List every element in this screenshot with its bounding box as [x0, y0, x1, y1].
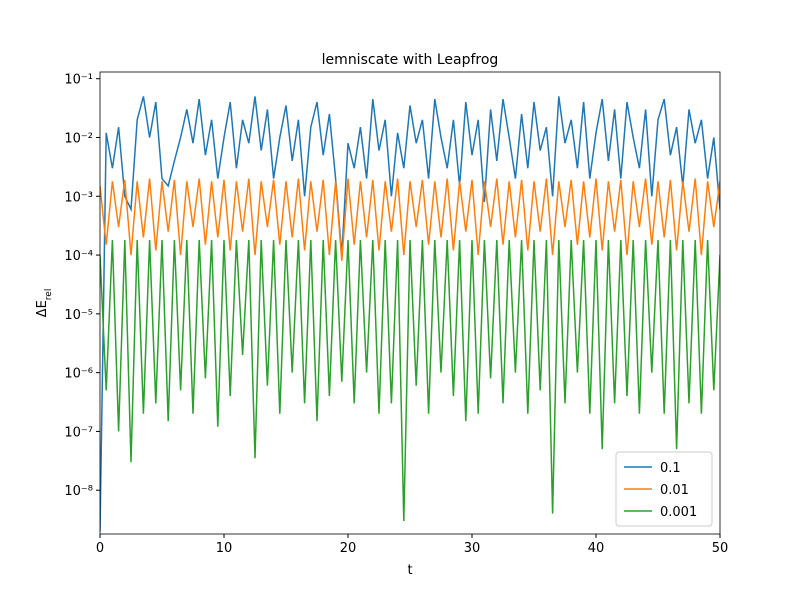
x-tick-label: 30: [464, 541, 481, 556]
legend-label: 0.1: [660, 461, 681, 476]
y-axis-label-text: ΔE: [35, 300, 50, 317]
y-tick-label: 10⁻¹: [64, 73, 93, 88]
x-tick-label: 20: [340, 541, 357, 556]
plot-frame: [99, 71, 721, 535]
series-line: [100, 240, 720, 521]
series-line: [100, 178, 720, 261]
plot-lines: [100, 96, 720, 532]
y-axis-label: ΔErel: [35, 289, 54, 318]
y-tick-label: 10⁻³: [64, 190, 93, 205]
x-tick-label: 40: [588, 541, 605, 556]
y-tick-label: 10⁻⁷: [64, 425, 93, 440]
y-tick-label: 10⁻⁶: [64, 367, 93, 382]
chart-title: lemniscate with Leapfrog: [322, 52, 499, 68]
legend-label: 0.001: [660, 505, 697, 520]
x-tick-label: 50: [712, 541, 729, 556]
legend-label: 0.01: [660, 483, 689, 498]
y-axis-label-subscript: rel: [44, 289, 54, 301]
legend-box: [615, 451, 713, 527]
y-tick-label: 10⁻²: [64, 131, 93, 146]
x-tick-label: 10: [216, 541, 233, 556]
y-tick-label: 10⁻⁸: [64, 484, 93, 499]
x-axis-label: t: [407, 563, 412, 578]
y-tick-label: 10⁻⁴: [64, 249, 93, 264]
y-tick-label: 10⁻⁵: [64, 308, 93, 323]
x-tick-label: 0: [96, 541, 104, 556]
series-line: [100, 96, 720, 532]
